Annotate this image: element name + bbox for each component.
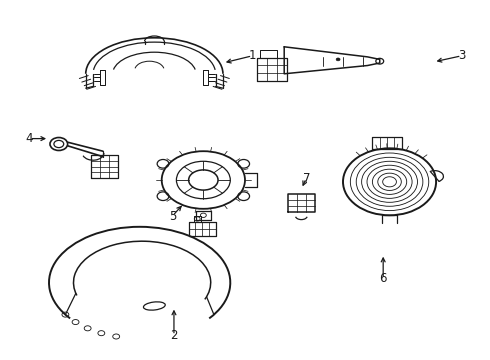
Text: 7: 7 — [302, 172, 310, 185]
Ellipse shape — [144, 302, 165, 310]
Circle shape — [336, 58, 340, 61]
Text: 6: 6 — [379, 273, 387, 285]
Text: 4: 4 — [25, 132, 33, 145]
Text: 2: 2 — [170, 329, 178, 342]
Text: 3: 3 — [458, 49, 466, 62]
Text: 5: 5 — [169, 210, 176, 222]
Text: 1: 1 — [248, 49, 256, 62]
